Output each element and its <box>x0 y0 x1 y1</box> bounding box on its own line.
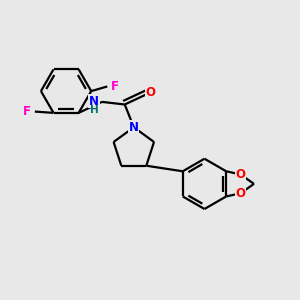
Text: O: O <box>236 168 245 181</box>
Text: O: O <box>146 85 155 99</box>
Text: F: F <box>23 105 31 118</box>
Text: F: F <box>111 80 119 93</box>
Text: N: N <box>89 95 99 108</box>
Text: N: N <box>129 121 139 134</box>
Text: O: O <box>236 187 245 200</box>
Text: H: H <box>90 105 99 115</box>
